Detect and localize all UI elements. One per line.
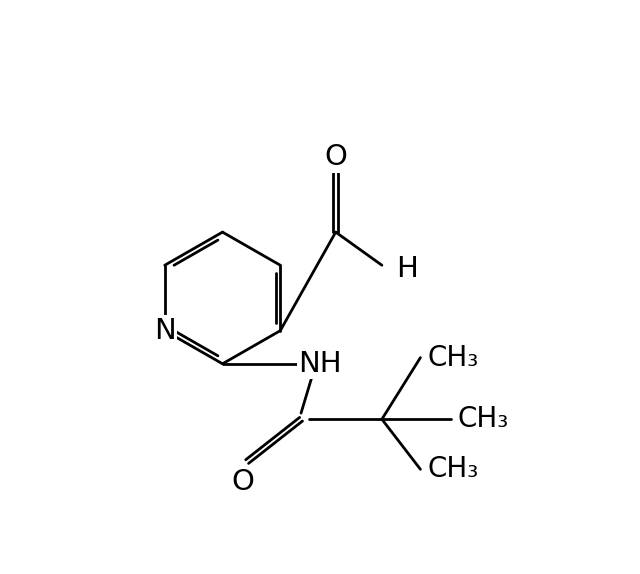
Text: H: H bbox=[396, 255, 418, 283]
Text: NH: NH bbox=[298, 350, 342, 378]
Text: CH₃: CH₃ bbox=[427, 455, 478, 483]
Text: O: O bbox=[324, 144, 347, 172]
Text: N: N bbox=[154, 317, 175, 344]
Text: O: O bbox=[232, 468, 255, 496]
Text: CH₃: CH₃ bbox=[458, 405, 509, 433]
Text: CH₃: CH₃ bbox=[427, 344, 478, 371]
